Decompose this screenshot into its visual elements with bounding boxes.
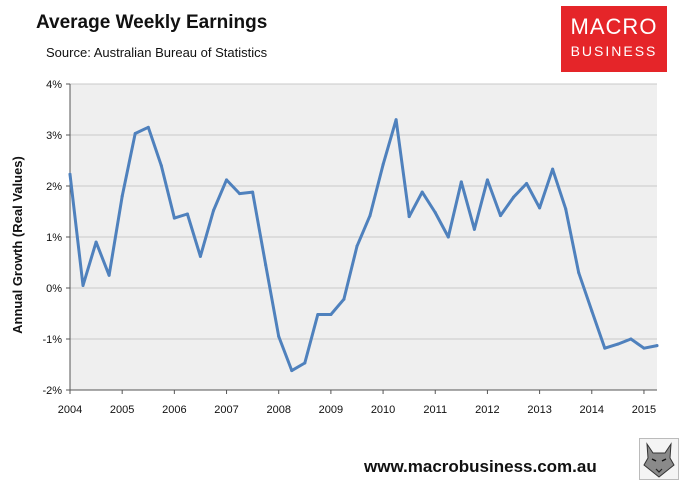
data-point	[433, 211, 437, 215]
macrobusiness-logo[interactable]: MACRO BUSINESS	[561, 6, 667, 72]
data-point	[316, 313, 320, 317]
data-point	[133, 131, 137, 135]
data-point	[107, 273, 111, 277]
y-tick-label: 4%	[46, 79, 62, 91]
y-tick-label: 2%	[46, 181, 62, 193]
data-point	[394, 118, 398, 122]
series-line	[68, 118, 659, 373]
x-tick-labels: 2004 2005 2006 2007 2008 2009 2010 2011 2012 2013…	[58, 404, 656, 416]
axes	[69, 84, 657, 394]
chart-source: Source: Australian Bureau of Statistics	[46, 45, 268, 60]
data-point	[655, 344, 659, 348]
data-point	[642, 346, 646, 350]
data-point	[381, 163, 385, 167]
x-tick-label: 2008	[266, 404, 290, 416]
y-tick-label: -1%	[42, 334, 62, 346]
data-point	[485, 178, 489, 182]
wolf-icon	[639, 438, 679, 480]
y-axis-label: Annual Growth (Real Values)	[10, 156, 25, 334]
data-point	[512, 195, 516, 199]
data-point	[303, 361, 307, 365]
data-point	[420, 190, 424, 194]
x-tick-label: 2005	[110, 404, 134, 416]
data-point	[238, 192, 242, 196]
x-tick-label: 2007	[214, 404, 238, 416]
x-tick-label: 2011	[423, 404, 447, 416]
data-point	[616, 342, 620, 346]
y-tick-label: 0%	[46, 283, 62, 295]
data-point	[498, 214, 502, 218]
data-point	[407, 215, 411, 219]
data-points	[68, 118, 659, 373]
x-tick-label: 2012	[475, 404, 499, 416]
data-point	[185, 212, 189, 216]
data-point	[525, 181, 529, 185]
data-point	[146, 125, 150, 129]
data-point	[629, 337, 633, 341]
data-point	[368, 214, 372, 218]
data-point	[472, 227, 476, 231]
data-point	[120, 194, 124, 198]
data-point	[577, 271, 581, 275]
data-point	[459, 180, 463, 184]
logo-line-2: BUSINESS	[570, 43, 658, 59]
x-tick-label: 2010	[371, 404, 395, 416]
data-point	[68, 172, 72, 176]
data-point	[603, 346, 607, 350]
chart-title: Average Weekly Earnings	[36, 12, 268, 33]
data-point	[590, 309, 594, 313]
data-point	[342, 297, 346, 301]
y-tick-label: 1%	[46, 232, 62, 244]
data-point	[198, 254, 202, 258]
data-point	[264, 263, 268, 267]
y-tick-labels: -2% -1% 0% 1% 2% 3% 4%	[42, 79, 62, 397]
logo-line-1: MACRO	[570, 14, 658, 39]
y-tick-label: -2%	[42, 385, 62, 397]
data-point	[251, 190, 255, 194]
data-point	[81, 283, 85, 287]
y-tick-label: 3%	[46, 130, 62, 142]
data-point	[564, 207, 568, 211]
x-tick-label: 2004	[58, 404, 82, 416]
data-point	[211, 208, 215, 212]
x-tick-label: 2006	[162, 404, 186, 416]
data-point	[172, 216, 176, 220]
data-point	[446, 235, 450, 239]
data-point	[94, 240, 98, 244]
x-tick-label: 2013	[527, 404, 551, 416]
line-chart: -2%-1%0%1%2%3%4% 2004 2005 2006 2007 2008 200…	[10, 79, 659, 416]
x-tick-label: 2009	[319, 404, 343, 416]
data-point	[355, 244, 359, 248]
x-tick-label: 2015	[632, 404, 656, 416]
data-point	[290, 369, 294, 373]
x-tick-label: 2014	[580, 404, 604, 416]
data-point	[329, 313, 333, 317]
data-point	[277, 334, 281, 338]
data-point	[551, 167, 555, 171]
website-url[interactable]: www.macrobusiness.com.au	[364, 457, 597, 476]
data-point	[159, 164, 163, 168]
data-point	[225, 178, 229, 182]
data-point	[538, 206, 542, 210]
